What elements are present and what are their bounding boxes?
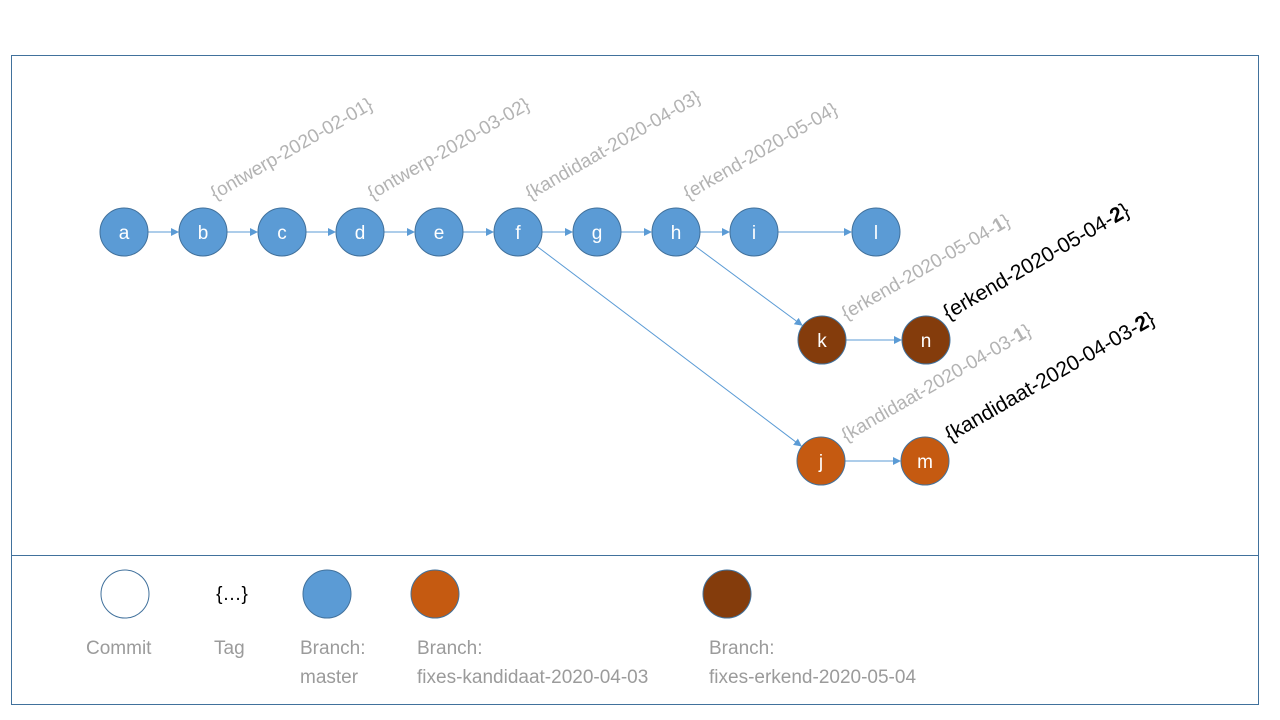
commit-circle-a: [99, 207, 149, 257]
commit-node-j[interactable]: j: [796, 436, 846, 486]
commit-circle-e: [414, 207, 464, 257]
commit-node-d[interactable]: d: [335, 207, 385, 257]
commit-node-i[interactable]: i: [729, 207, 779, 257]
commit-node-g[interactable]: g: [572, 207, 622, 257]
legend-label-erkend: fixes-erkend-2020-05-04: [709, 667, 916, 688]
commit-node-c[interactable]: c: [257, 207, 307, 257]
tag-part: {erkend-2020-05-04}: [680, 99, 841, 204]
commit-label-k: k: [817, 331, 827, 352]
commit-circle-d: [335, 207, 385, 257]
legend-item-erkend: Branch: fixes-erkend-2020-05-04: [702, 569, 916, 688]
commit-label-h: h: [671, 223, 682, 244]
legend-commit-symbol: [100, 569, 150, 619]
tag-part: {ontwerp-2020-02-01}: [207, 94, 377, 204]
commit-circle-n: [901, 315, 951, 365]
legend-item-kandidaat: Branch: fixes-kandidaat-2020-04-03: [410, 569, 648, 688]
commit-label-d: d: [355, 223, 366, 244]
legend-item-master: Branch: master: [300, 569, 365, 688]
commit-label-f: f: [515, 223, 521, 244]
legend-tag-symbol: {…}: [216, 584, 248, 605]
tag-label-n: {erkend-2020-05-04-2}: [939, 199, 1134, 325]
tag-part: {kandidaat-2020-04-03-: [941, 317, 1143, 447]
legend-label-master: Branch:: [300, 638, 365, 659]
legend-item-commit: Commit: [86, 569, 152, 659]
legend-label-master: master: [300, 667, 359, 688]
edge-h-k: [694, 245, 803, 326]
legend-label-erkend: Branch:: [709, 638, 774, 659]
tag-part: {erkend-2020-05-04-: [939, 208, 1117, 324]
tag-part: {ontwerp-2020-03-02}: [364, 94, 534, 204]
legend-label-commit: Commit: [86, 638, 152, 659]
commit-label-c: c: [277, 223, 287, 244]
tag-label-m: {kandidaat-2020-04-03-2}: [941, 307, 1159, 446]
commit-node-b[interactable]: b: [178, 207, 228, 257]
commit-node-l[interactable]: l: [851, 207, 901, 257]
commit-circle-i: [729, 207, 779, 257]
commit-node-a[interactable]: a: [99, 207, 149, 257]
legend-branch-symbol-erkend: [702, 569, 752, 619]
legend-branch-symbol-master: [302, 569, 352, 619]
commit-circle-c: [257, 207, 307, 257]
legend: Commit {…} Tag Branch: master Branch: fixes-ka…: [86, 569, 916, 688]
nodes-layer: a b c d e f g h i l k n j m: [99, 207, 951, 486]
legend-branch-symbol-kandidaat: [410, 569, 460, 619]
tag-part: {kandidaat-2020-04-03}: [522, 87, 705, 204]
commit-circle-h: [651, 207, 701, 257]
legend-label-kandidaat: fixes-kandidaat-2020-04-03: [417, 667, 648, 688]
diagram-frame: [11, 55, 1259, 705]
legend-item-tag: {…} Tag: [214, 584, 248, 659]
commit-node-e[interactable]: e: [414, 207, 464, 257]
commit-node-k[interactable]: k: [797, 315, 847, 365]
commit-circle-f: [493, 207, 543, 257]
commit-label-g: g: [592, 223, 603, 244]
tag-label-f: {kandidaat-2020-04-03}: [522, 87, 705, 204]
commit-node-n[interactable]: n: [901, 315, 951, 365]
commit-node-h[interactable]: h: [651, 207, 701, 257]
commit-circle-l: [851, 207, 901, 257]
commit-label-a: a: [119, 223, 130, 244]
commit-label-i: i: [752, 223, 756, 244]
commit-label-b: b: [198, 223, 209, 244]
commit-label-e: e: [434, 223, 445, 244]
commit-label-n: n: [921, 331, 932, 352]
commit-circle-m: [900, 436, 950, 486]
commit-circle-j: [796, 436, 846, 486]
commit-circle-g: [572, 207, 622, 257]
commit-node-f[interactable]: f: [493, 207, 543, 257]
tag-label-h: {erkend-2020-05-04}: [680, 99, 841, 204]
commit-node-m[interactable]: m: [900, 436, 950, 486]
commit-circle-b: [178, 207, 228, 257]
legend-label-kandidaat: Branch:: [417, 638, 482, 659]
edges-layer: [148, 228, 902, 465]
commit-label-j: j: [818, 452, 823, 473]
commit-label-m: m: [917, 452, 933, 473]
commit-label-l: l: [874, 223, 878, 244]
tag-label-d: {ontwerp-2020-03-02}: [364, 94, 534, 204]
edge-f-j: [536, 246, 802, 447]
legend-label-tag: Tag: [214, 638, 245, 659]
tags-layer: {ontwerp-2020-02-01}{ontwerp-2020-03-02}…: [207, 87, 1159, 446]
tag-label-b: {ontwerp-2020-02-01}: [207, 94, 377, 204]
commit-circle-k: [797, 315, 847, 365]
